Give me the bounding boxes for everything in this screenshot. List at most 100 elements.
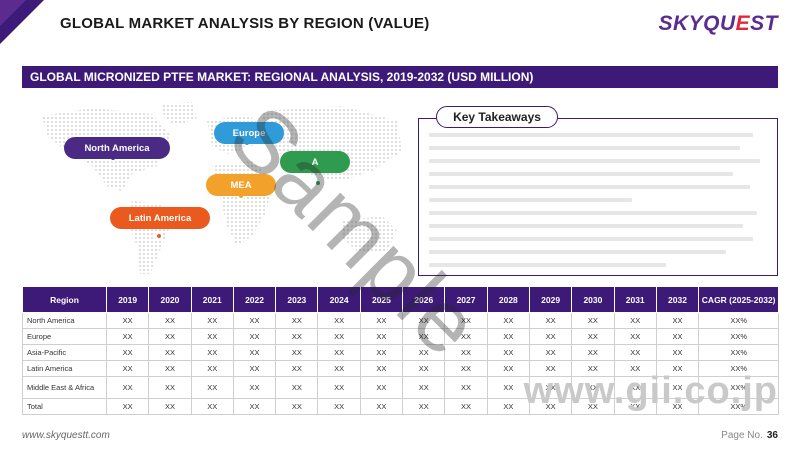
value-cell: XX xyxy=(359,312,404,329)
value-cell: XX xyxy=(486,328,530,345)
value-cell: XX xyxy=(571,344,615,361)
world-map: North America Europe A MEA Latin America xyxy=(22,96,412,281)
value-cell: XX xyxy=(105,328,150,345)
value-cell: XX xyxy=(275,344,319,361)
value-cell: XX xyxy=(402,376,446,399)
table-row: Middle East & Africa XX XX XX XX XX XX XX XX XX XX… xyxy=(22,376,780,399)
value-cell: XX xyxy=(275,376,319,399)
value-cell: XX xyxy=(275,312,319,329)
value-cell: XX xyxy=(148,344,192,361)
page-title: GLOBAL MARKET ANALYSIS BY REGION (VALUE) xyxy=(60,15,430,32)
value-cell: XX xyxy=(528,328,573,345)
region-name-cell: Asia-Pacific xyxy=(22,344,107,361)
value-cell: XX xyxy=(486,344,530,361)
value-cell: XX xyxy=(402,328,446,345)
section-banner: GLOBAL MICRONIZED PTFE MARKET: REGIONAL … xyxy=(22,66,778,88)
value-cell: XX xyxy=(655,344,700,361)
value-cell: XX xyxy=(232,328,277,345)
value-cell: XX xyxy=(232,360,277,377)
value-cell: XX xyxy=(317,360,361,377)
value-cell: XX xyxy=(275,360,319,377)
header-year: 2022 xyxy=(232,286,277,313)
header-region: Region xyxy=(22,286,107,313)
value-cell: XX xyxy=(655,376,700,399)
header-year: 2029 xyxy=(528,286,573,313)
value-cell: XX xyxy=(655,312,700,329)
value-cell: XX xyxy=(190,312,234,329)
header-year: 2024 xyxy=(317,286,361,313)
value-cell: XX xyxy=(190,328,234,345)
header-year: 2026 xyxy=(402,286,446,313)
mea-label: MEA xyxy=(206,174,276,196)
value-cell: XX xyxy=(444,312,488,329)
value-cell: XX xyxy=(148,312,192,329)
region-name-cell: Total xyxy=(22,398,107,415)
header-year: 2031 xyxy=(613,286,657,313)
value-cell: XX xyxy=(655,360,700,377)
header-year: 2020 xyxy=(148,286,192,313)
header-year: 2019 xyxy=(105,286,150,313)
value-cell: XX xyxy=(444,344,488,361)
value-cell: XX xyxy=(232,312,277,329)
value-cell: XX xyxy=(402,312,446,329)
table-row: North America XX XX XX XX XX XX XX XX XX XX XX XX XX X… xyxy=(22,312,780,329)
cagr-cell: XX% xyxy=(698,398,780,415)
table-row: Asia-Pacific XX XX XX XX XX XX XX XX XX XX XX XX XX XX… xyxy=(22,344,780,361)
value-cell: XX xyxy=(359,344,404,361)
value-cell: XX xyxy=(359,398,404,415)
value-cell: XX xyxy=(571,312,615,329)
cagr-cell: XX% xyxy=(698,312,780,329)
value-cell: XX xyxy=(190,376,234,399)
value-cell: XX xyxy=(613,398,657,415)
value-cell: XX xyxy=(571,328,615,345)
value-cell: XX xyxy=(148,376,192,399)
value-cell: XX xyxy=(105,376,150,399)
value-cell: XX xyxy=(655,398,700,415)
value-cell: XX xyxy=(444,328,488,345)
value-cell: XX xyxy=(402,360,446,377)
value-cell: XX xyxy=(528,344,573,361)
header-year: 2021 xyxy=(190,286,234,313)
value-cell: XX xyxy=(105,360,150,377)
footer-url: www.skyquestt.com xyxy=(22,430,110,441)
latin-america-label: Latin America xyxy=(110,207,210,229)
key-takeaways-text-placeholder xyxy=(429,133,767,275)
header-year: 2030 xyxy=(571,286,615,313)
value-cell: XX xyxy=(402,398,446,415)
header-year: 2027 xyxy=(444,286,488,313)
value-cell: XX xyxy=(359,360,404,377)
value-cell: XX xyxy=(402,344,446,361)
europe-label: Europe xyxy=(214,122,284,144)
value-cell: XX xyxy=(317,398,361,415)
value-cell: XX xyxy=(232,398,277,415)
value-cell: XX xyxy=(317,376,361,399)
key-takeaways-box xyxy=(418,118,778,276)
latin-america-pin xyxy=(155,232,163,240)
value-cell: XX xyxy=(232,376,277,399)
value-cell: XX xyxy=(359,376,404,399)
cagr-cell: XX% xyxy=(698,328,780,345)
header-year: 2028 xyxy=(486,286,530,313)
asia-pacific-pin xyxy=(314,179,322,187)
value-cell: XX xyxy=(190,360,234,377)
region-name-cell: Middle East & Africa xyxy=(22,376,107,399)
value-cell: XX xyxy=(148,328,192,345)
table-row: Total XX XX XX XX XX XX XX XX XX XX XX XX XX XX XX% xyxy=(22,398,780,415)
value-cell: XX xyxy=(613,344,657,361)
cagr-cell: XX% xyxy=(698,344,780,361)
value-cell: XX xyxy=(275,328,319,345)
header-cagr: CAGR (2025-2032) xyxy=(698,286,780,313)
value-cell: XX xyxy=(105,312,150,329)
value-cell: XX xyxy=(444,398,488,415)
key-takeaways-title: Key Takeaways xyxy=(436,106,558,128)
table-header-row: Region 2019 2020 2021 2022 2023 2024 202… xyxy=(22,286,780,313)
regional-data-table: Region 2019 2020 2021 2022 2023 2024 202… xyxy=(22,286,780,415)
value-cell: XX xyxy=(444,360,488,377)
value-cell: XX xyxy=(486,312,530,329)
value-cell: XX xyxy=(190,398,234,415)
value-cell: XX xyxy=(105,344,150,361)
logo: SKYQUEST xyxy=(658,12,778,35)
value-cell: XX xyxy=(317,328,361,345)
region-name-cell: Latin America xyxy=(22,360,107,377)
value-cell: XX xyxy=(317,312,361,329)
